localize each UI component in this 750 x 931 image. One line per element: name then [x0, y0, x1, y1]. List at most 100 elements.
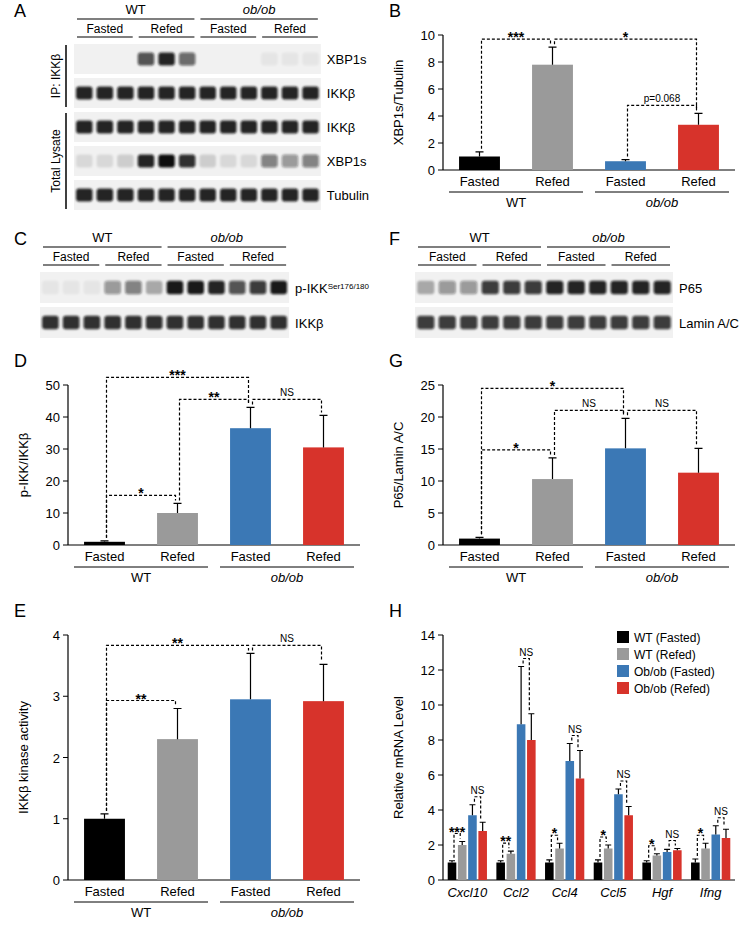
condition-line [262, 36, 318, 37]
band [611, 316, 628, 329]
band [503, 316, 520, 329]
band [270, 316, 287, 329]
y-tick-label: 4 [428, 803, 435, 818]
condition-label: Refed [151, 22, 183, 36]
band [167, 281, 184, 294]
band [503, 281, 520, 294]
x-tick-label: Refed [681, 549, 716, 564]
x-tick-label: Hgf [652, 885, 674, 900]
significance-bracket [107, 495, 176, 537]
group-label: ob/ob [271, 905, 304, 920]
band [611, 281, 628, 294]
band [199, 121, 215, 134]
significance-label: ** [209, 389, 220, 405]
membrane-strip [74, 112, 321, 142]
significance-bracket [107, 645, 249, 810]
significance-bracket [107, 377, 249, 537]
bar-panel: BXBP1s/Tubulin0246810FastedRefedFastedRe… [389, 1, 735, 210]
band [117, 87, 133, 100]
bar [157, 513, 198, 545]
condition-line [77, 36, 133, 37]
x-tick-label: Ifng [700, 885, 722, 900]
band [417, 316, 434, 329]
x-tick-label: Fasted [460, 174, 500, 189]
band [76, 189, 92, 202]
condition-line [230, 264, 286, 265]
section-label: Total Lysate [49, 129, 63, 193]
y-tick [438, 740, 443, 741]
band [220, 121, 236, 134]
y-axis-label: XBP1s/Tubulin [391, 60, 406, 146]
condition-label: Refed [496, 250, 528, 264]
row-label: Tubulin [327, 188, 369, 203]
band [138, 87, 154, 100]
y-tick-label: 0 [428, 873, 435, 888]
y-tick [63, 417, 68, 418]
y-tick-label: 10 [421, 474, 435, 489]
band [97, 189, 113, 202]
row-label: p-IKKSer176/180 [295, 281, 369, 296]
band [546, 316, 563, 329]
bar [642, 863, 651, 881]
y-tick-label: 25 [421, 378, 435, 393]
error-bar [695, 448, 703, 472]
y-tick [438, 545, 443, 546]
bar [624, 815, 633, 880]
bar [711, 835, 720, 881]
legend-swatch [617, 631, 629, 643]
x-tick-label: Refed [160, 884, 195, 899]
band [654, 281, 671, 294]
bar [663, 852, 672, 880]
band [439, 316, 456, 329]
y-tick-label: 8 [428, 55, 435, 70]
significance-label: NS [665, 829, 679, 840]
legend-swatch [617, 665, 629, 677]
membrane-strip [74, 180, 321, 210]
y-tick [438, 116, 443, 117]
band [270, 281, 287, 294]
y-tick [63, 481, 68, 482]
band [158, 155, 174, 168]
significance-bracket [253, 399, 322, 412]
band [199, 87, 215, 100]
error-bar [549, 458, 557, 479]
significance-label: * [552, 825, 558, 841]
band [97, 87, 113, 100]
group-line [220, 902, 354, 903]
y-axis [442, 635, 443, 880]
group-line [43, 246, 162, 247]
band [125, 281, 142, 294]
band [654, 316, 671, 329]
significance-bracket [107, 701, 176, 811]
y-tick-label: 40 [46, 410, 60, 425]
significance-label: NS [714, 806, 728, 817]
row-label-text: p-IKK [295, 281, 328, 296]
band [42, 316, 59, 329]
significance-label: * [550, 378, 556, 394]
band [138, 155, 154, 168]
bar [532, 479, 573, 545]
significance-bracket [180, 399, 249, 500]
significance-label: * [138, 485, 144, 501]
band [261, 121, 277, 134]
band [460, 316, 477, 329]
row-label: XBP1s [327, 154, 367, 169]
condition-label: Fasted [210, 22, 247, 36]
error-bar [498, 861, 504, 863]
error-bar [615, 789, 621, 794]
condition-label: Fasted [558, 250, 595, 264]
significance-label: * [649, 836, 655, 852]
band [302, 189, 318, 202]
group-line [595, 192, 729, 193]
row-label: IKKβ [327, 86, 355, 101]
y-tick [63, 449, 68, 450]
panel-label: A [14, 1, 26, 21]
membrane-strip [74, 44, 321, 74]
band [220, 87, 236, 100]
band [282, 87, 298, 100]
y-tick-label: 2 [53, 751, 60, 766]
group-line [449, 567, 583, 568]
y-tick-label: 10 [421, 28, 435, 43]
bar [605, 448, 646, 545]
band [241, 121, 257, 134]
